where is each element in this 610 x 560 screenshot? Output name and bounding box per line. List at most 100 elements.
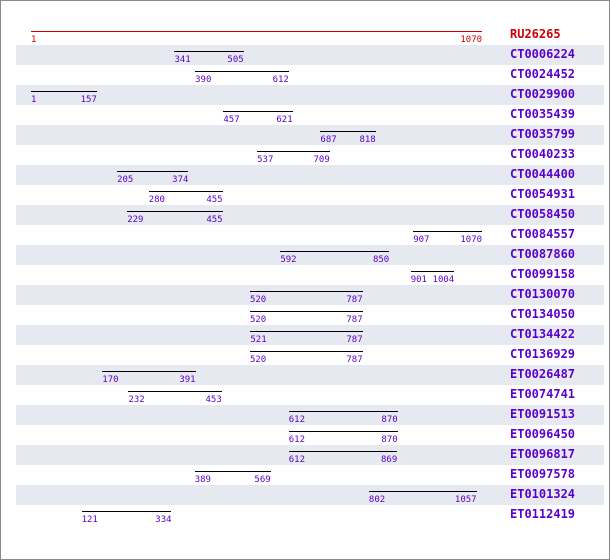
hit-end-label: 818 — [359, 135, 376, 145]
hit-alignment-line — [223, 111, 293, 112]
hit-end-label: 455 — [206, 195, 223, 205]
hit-end-label: 569 — [254, 475, 271, 485]
hit-id-link[interactable]: ET0074741 — [510, 387, 576, 401]
hit-id-link[interactable]: CT0134050 — [510, 307, 576, 321]
hit-alignment-line — [117, 171, 189, 172]
hit-start-label: 521 — [250, 335, 267, 345]
hit-alignment-line — [174, 51, 244, 52]
hit-id-link[interactable]: CT0130070 — [510, 287, 576, 301]
hit-row: 901 1004 CT0099158 — [16, 265, 604, 285]
hit-row: 612 870 ET0091513 — [16, 405, 604, 425]
hit-end-label: 334 — [155, 515, 172, 525]
hit-id-link[interactable]: ET0096817 — [510, 447, 576, 461]
hit-end-label: 1004 — [432, 275, 455, 285]
hit-id-link[interactable]: CT0024452 — [510, 67, 576, 81]
hit-start-label: 520 — [249, 295, 267, 305]
hit-alignment-line — [195, 71, 289, 72]
hit-row: 521 787 CT0134422 — [16, 325, 604, 345]
hit-alignment-line — [320, 131, 376, 132]
hit-start-label: 229 — [127, 215, 144, 225]
hit-start-label: 205 — [117, 175, 134, 185]
hit-id-link[interactable]: CT0040233 — [510, 147, 576, 161]
hit-start-label: 612 — [288, 455, 306, 465]
hit-end-label: 621 — [276, 115, 293, 125]
hit-id-link[interactable]: CT0099158 — [510, 267, 576, 281]
hit-id-link[interactable]: CT0134422 — [510, 327, 576, 341]
hit-start-label: 612 — [288, 415, 306, 425]
hit-row: 1 157 CT0029900 — [16, 85, 604, 105]
hit-row: 170 391 ET0026487 — [16, 365, 604, 385]
hit-start-label: 121 — [81, 515, 98, 525]
hit-row: 612 869 ET0096817 — [16, 445, 604, 465]
hit-start-label: 520 — [249, 315, 267, 325]
hit-start-label: 457 — [223, 115, 240, 125]
hit-id-link[interactable]: CT0136929 — [510, 347, 576, 361]
hit-id-link[interactable]: ET0112419 — [510, 507, 576, 521]
hit-id-link[interactable]: ET0091513 — [510, 407, 576, 421]
hit-row: 520 787 CT0130070 — [16, 285, 604, 305]
hit-start-label: 901 — [410, 275, 427, 285]
hit-end-label: 505 — [227, 55, 244, 65]
hit-id-link[interactable]: CT0044400 — [510, 167, 576, 181]
hit-alignment-line — [250, 331, 363, 332]
hit-id-link[interactable]: CT0058450 — [510, 207, 576, 221]
hit-start-label: 390 — [195, 75, 212, 85]
hit-id-link[interactable]: CT0029900 — [510, 87, 576, 101]
hit-alignment-line — [31, 91, 97, 92]
hit-alignment-line — [127, 211, 223, 212]
hit-alignment-line — [410, 271, 455, 272]
reference-line — [31, 31, 482, 32]
hit-alignment-line — [102, 371, 196, 372]
hit-id-link[interactable]: CT0035799 — [510, 127, 576, 141]
hit-start-label: 612 — [288, 435, 306, 445]
hit-row: 280 455 CT0054931 — [16, 185, 604, 205]
hit-end-label: 787 — [346, 295, 363, 305]
hit-end-label: 850 — [372, 255, 390, 265]
hit-id-link[interactable]: CT0006224 — [510, 47, 576, 61]
hit-start-label: 232 — [128, 395, 145, 405]
hit-end-label: 612 — [272, 75, 289, 85]
hit-end-label: 870 — [381, 415, 398, 425]
hit-alignment-line — [249, 311, 363, 312]
hit-row: 802 1057 ET0101324 — [16, 485, 604, 505]
hit-row: 592 850 CT0087860 — [16, 245, 604, 265]
hit-start-label: 687 — [320, 135, 337, 145]
hit-alignment-line — [280, 251, 390, 252]
hit-row: 520 787 CT0136929 — [16, 345, 604, 365]
hit-id-link[interactable]: ET0026487 — [510, 367, 576, 381]
reference-id-link[interactable]: RU26265 — [510, 27, 561, 41]
hit-end-label: 391 — [179, 375, 196, 385]
hit-end-label: 787 — [346, 335, 363, 345]
hit-id-link[interactable]: ET0096450 — [510, 427, 576, 441]
reference-row: 1 1070 RU26265 — [16, 25, 604, 45]
hit-start-label: 520 — [249, 355, 267, 365]
hit-alignment-line — [81, 511, 172, 512]
hit-alignment-line — [368, 491, 477, 492]
hit-row: 907 1070 CT0084557 — [16, 225, 604, 245]
hit-row: 390 612 CT0024452 — [16, 65, 604, 85]
hit-start-label: 170 — [102, 375, 119, 385]
hit-id-link[interactable]: ET0097578 — [510, 467, 576, 481]
reference-end-label: 1070 — [460, 35, 483, 45]
hit-start-label: 802 — [368, 495, 386, 505]
hit-alignment-line — [288, 451, 398, 452]
hit-alignment-line — [288, 431, 398, 432]
hit-end-label: 709 — [313, 155, 330, 165]
hit-end-label: 787 — [346, 355, 363, 365]
hit-id-link[interactable]: CT0084557 — [510, 227, 576, 241]
hit-row: 205 374 CT0044400 — [16, 165, 604, 185]
hit-end-label: 870 — [381, 435, 398, 445]
hit-start-label: 592 — [280, 255, 297, 265]
hit-id-link[interactable]: ET0101324 — [510, 487, 576, 501]
hit-row: 232 453 ET0074741 — [16, 385, 604, 405]
hit-start-label: 280 — [148, 195, 165, 205]
hit-row: 612 870 ET0096450 — [16, 425, 604, 445]
hit-id-link[interactable]: CT0035439 — [510, 107, 576, 121]
hit-end-label: 453 — [205, 395, 222, 405]
hit-end-label: 869 — [381, 455, 398, 465]
hit-row: 687 818 CT0035799 — [16, 125, 604, 145]
hit-id-link[interactable]: CT0087860 — [510, 247, 576, 261]
hit-id-link[interactable]: CT0054931 — [510, 187, 576, 201]
hit-alignment-line — [288, 411, 398, 412]
